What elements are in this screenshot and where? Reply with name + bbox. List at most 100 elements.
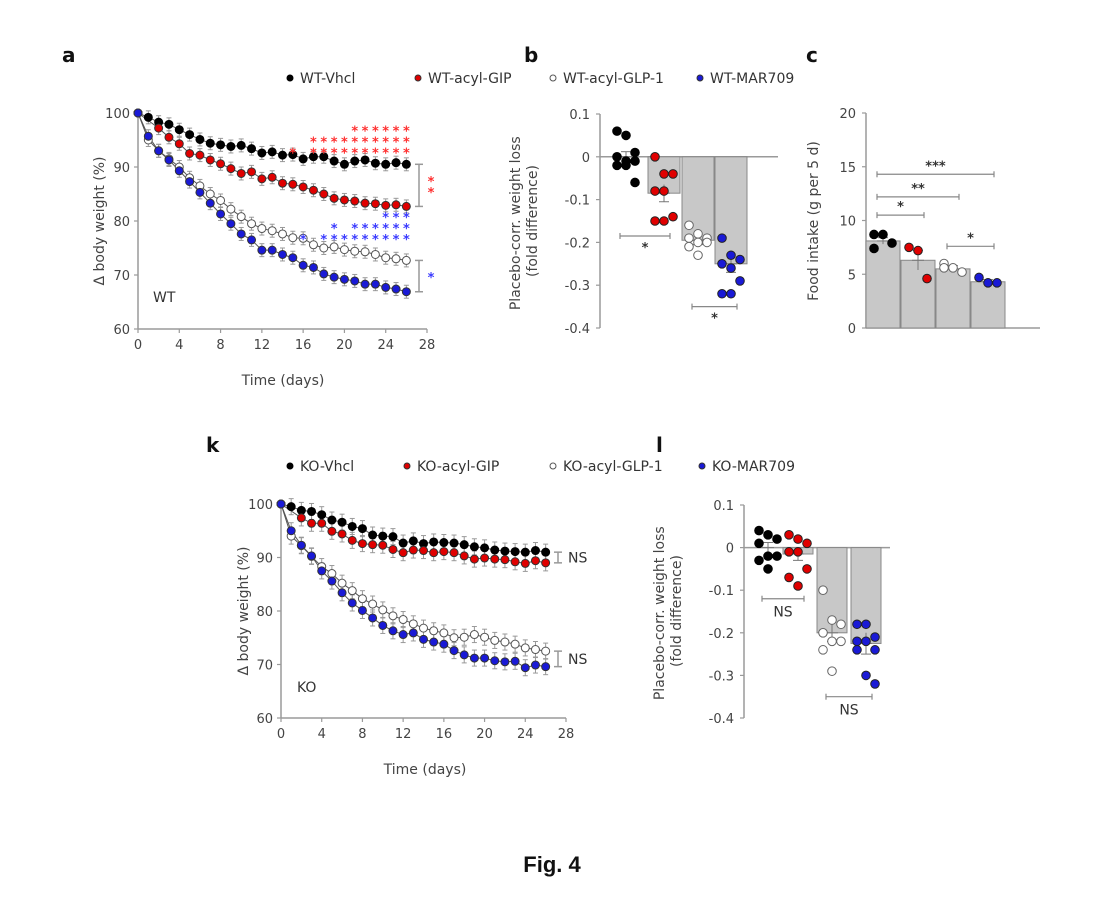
- data-point-gip: [319, 189, 329, 199]
- y-tick-label: 0: [582, 151, 590, 166]
- data-point-gip: [668, 169, 678, 179]
- data-point-glp1: [449, 633, 459, 643]
- data-point-vhcl: [763, 530, 773, 540]
- data-point-mar709: [368, 613, 378, 623]
- data-point-glp1: [459, 632, 469, 642]
- data-point-gip: [360, 198, 370, 208]
- data-point-gip: [650, 186, 660, 196]
- data-point-mar709: [347, 598, 357, 608]
- data-point-gip: [913, 245, 923, 256]
- data-point-glp1: [827, 636, 837, 647]
- significance-star: *: [428, 271, 435, 286]
- data-point-glp1: [408, 619, 418, 629]
- y-tick-label: 70: [113, 269, 130, 284]
- significance-star: *: [362, 233, 369, 248]
- x-tick-label: 24: [377, 338, 394, 353]
- data-point-vhcl: [347, 521, 357, 531]
- data-point-mar709: [391, 284, 401, 294]
- data-point-glp1: [818, 628, 828, 638]
- data-point-glp1: [236, 212, 246, 222]
- significance-label: *: [642, 241, 649, 256]
- y-axis-label-b-line1: Placebo-corr. weight loss: [508, 136, 524, 310]
- data-point-mar709: [861, 636, 871, 647]
- data-point-vhcl: [510, 547, 520, 557]
- significance-star: *: [372, 136, 379, 151]
- data-point-vhcl: [520, 547, 530, 557]
- data-point-glp1: [469, 630, 479, 640]
- data-point-glp1: [836, 619, 846, 630]
- data-point-vhcl: [621, 130, 631, 141]
- data-point-glp1: [836, 636, 846, 647]
- significance-star: *: [351, 222, 358, 237]
- significance-star: *: [362, 147, 369, 162]
- data-point-gip: [793, 534, 803, 544]
- data-point-vhcl: [612, 160, 622, 171]
- data-point-mar709: [154, 146, 164, 156]
- data-point-mar709: [174, 166, 184, 176]
- data-point-mar709: [388, 626, 398, 636]
- data-point-mar709: [307, 551, 317, 561]
- data-point-gip: [164, 132, 174, 142]
- data-point-gip: [226, 164, 236, 174]
- legend-k: KO-Vhcl KO-acyl-GIP KO-acyl-GLP-1 KO-MAR709: [286, 459, 795, 475]
- significance-star: *: [341, 233, 348, 248]
- significance-star: *: [403, 233, 410, 248]
- y-tick-label: 0: [726, 542, 734, 557]
- data-point-gip: [408, 545, 418, 555]
- data-point-glp1: [327, 569, 337, 579]
- data-point-vhcl: [869, 229, 879, 240]
- significance-star: *: [372, 222, 379, 237]
- data-point-mar709: [717, 288, 727, 299]
- data-point-gip: [541, 558, 551, 568]
- y-tick-label: 0.1: [713, 499, 734, 514]
- data-point-vhcl: [337, 517, 347, 527]
- data-point-mar709: [267, 245, 277, 255]
- data-point-mar709: [852, 645, 862, 655]
- significance-star: *: [289, 147, 296, 162]
- data-point-glp1: [827, 666, 837, 676]
- data-point-glp1: [350, 246, 360, 256]
- significance-star: *: [382, 233, 389, 248]
- data-point-vhcl: [296, 505, 306, 515]
- data-point-glp1: [360, 247, 370, 257]
- significance-star: *: [310, 147, 317, 162]
- data-point-gip: [327, 526, 337, 536]
- significance-star: *: [362, 222, 369, 237]
- panel-b: b 0.1 0 -0.1 -0.2 -0.3 -0.4 * * Placebo-corr. w…: [508, 43, 778, 337]
- y-tick-label: 60: [256, 712, 273, 727]
- data-point-vhcl: [763, 564, 773, 574]
- y-tick-label: 10: [839, 215, 856, 230]
- data-point-vhcl: [754, 538, 764, 549]
- data-point-mar709: [735, 254, 745, 265]
- data-point-mar709: [870, 679, 880, 689]
- data-point-gip: [195, 150, 205, 160]
- data-point-gip: [784, 572, 794, 583]
- data-point-glp1: [684, 233, 694, 243]
- y-tick-label: -0.4: [709, 712, 734, 727]
- data-point-mar709: [378, 620, 388, 630]
- significance-star: *: [382, 211, 389, 226]
- data-point-mar709: [983, 278, 993, 288]
- data-point-vhcl: [878, 229, 888, 240]
- data-point-glp1: [490, 635, 500, 645]
- data-point-gip: [267, 172, 277, 182]
- data-point-glp1: [684, 220, 694, 231]
- data-point-vhcl: [541, 547, 551, 557]
- x-tick-label: 4: [175, 338, 183, 353]
- data-point-glp1: [368, 599, 378, 609]
- data-point-mar709: [530, 660, 540, 670]
- data-point-vhcl: [429, 537, 439, 547]
- data-point-gip: [659, 216, 669, 226]
- bar-gip: [900, 259, 936, 329]
- data-point-gip: [216, 159, 226, 169]
- y-axis-label-k: Δ body weight (%): [236, 547, 252, 676]
- data-point-gip: [154, 123, 164, 133]
- data-point-glp1: [957, 267, 967, 277]
- data-point-glp1: [308, 240, 318, 250]
- data-point-gip: [350, 196, 360, 206]
- data-point-glp1: [541, 646, 551, 656]
- data-point-gip: [205, 155, 215, 165]
- data-point-mar709: [735, 276, 745, 286]
- ns-label: NS: [568, 652, 587, 668]
